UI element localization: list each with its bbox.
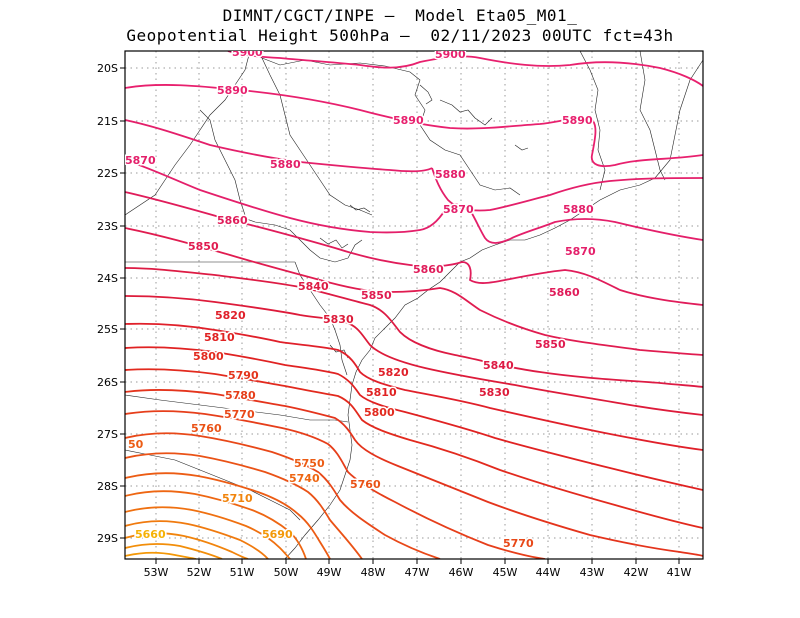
contour-5900 (227, 51, 703, 87)
contour-label: 50 (128, 438, 144, 451)
lat-label: 20S (97, 62, 118, 75)
contour-label: 5870 (125, 154, 156, 167)
lon-label: 42W (624, 566, 649, 579)
contour-label: 5880 (563, 203, 594, 216)
contour-5730 (125, 506, 291, 559)
contour-5860 (125, 191, 703, 306)
contour-label: 5830 (479, 386, 510, 399)
contour-label: 5810 (204, 331, 235, 344)
lon-label: 41W (667, 566, 692, 579)
contour-label: 5850 (188, 240, 219, 253)
contour-label: 5760 (350, 478, 381, 491)
contour-label: 5890 (217, 84, 248, 97)
contour-label: 5880 (435, 168, 466, 181)
contour-label: 5690 (262, 528, 293, 541)
contour-5890 (125, 84, 703, 168)
contour-labels: 5900 5900 5890 5890 5890 5870 5880 5880 … (125, 46, 597, 552)
contour-label: 5770 (503, 537, 534, 550)
lat-label: 28S (97, 480, 118, 493)
lon-label: 45W (493, 566, 518, 579)
lat-label: 22S (97, 167, 118, 180)
contour-label: 5860 (217, 214, 248, 227)
contour-label: 5840 (298, 280, 329, 293)
contour-5750 (125, 472, 331, 559)
contour-5880-b (431, 167, 703, 212)
contour-5710 (125, 532, 249, 559)
contour-5810 (125, 346, 703, 491)
axis-ticks (120, 67, 680, 564)
height-contours (125, 51, 703, 559)
contour-5690 (125, 551, 197, 559)
contour-5720 (125, 520, 269, 559)
contour-label: 5790 (228, 369, 259, 382)
contour-5790 (125, 388, 703, 557)
lon-label: 52W (187, 566, 212, 579)
contour-label: 5780 (225, 389, 256, 402)
contour-label: 5760 (191, 422, 222, 435)
lat-label: 21S (97, 115, 118, 128)
lon-label: 51W (230, 566, 255, 579)
lon-label: 49W (317, 566, 342, 579)
contour-5740 (125, 490, 307, 559)
lon-label: 46W (449, 566, 474, 579)
contour-5700 (125, 543, 223, 559)
contour-label: 5740 (289, 472, 320, 485)
contour-label: 5840 (483, 359, 514, 372)
contour-label: 5800 (193, 350, 224, 363)
lat-label: 24S (97, 272, 118, 285)
contour-label: 5710 (222, 492, 253, 505)
lat-label: 23S (97, 220, 118, 233)
coastline-and-borders (125, 51, 703, 559)
latitude-labels: 20S 21S 22S 23S 24S 25S 26S 27S 28S 29S (97, 62, 118, 545)
map-frame (124, 50, 704, 560)
contour-label: 5890 (393, 114, 424, 127)
contour-label: 5850 (361, 289, 392, 302)
contour-label: 5870 (565, 245, 596, 258)
contour-label: 5880 (270, 158, 301, 171)
contour-label: 5660 (135, 528, 166, 541)
contour-label: 5900 (435, 48, 466, 61)
contour-5770 (125, 432, 441, 559)
contour-label: 5850 (535, 338, 566, 351)
contour-5760 (125, 452, 363, 559)
lon-label: 53W (144, 566, 169, 579)
contour-label: 5860 (549, 286, 580, 299)
contour-label: 5900 (232, 46, 263, 59)
contour-label: 5860 (413, 263, 444, 276)
lon-label: 50W (274, 566, 299, 579)
contour-label: 5800 (364, 406, 395, 419)
lat-label: 27S (97, 428, 118, 441)
lat-label: 29S (97, 532, 118, 545)
contour-label: 5770 (224, 408, 255, 421)
contour-label: 5830 (323, 313, 354, 326)
lat-label: 26S (97, 376, 118, 389)
longitude-labels: 53W 52W 51W 50W 49W 48W 47W 46W 45W 44W … (144, 566, 692, 579)
map-title-line-1: DIMNT/CGCT/INPE — Model Eta05_M01_ (222, 6, 578, 25)
contour-label: 5870 (443, 203, 474, 216)
contour-5820 (125, 322, 703, 451)
lon-label: 43W (580, 566, 605, 579)
lon-label: 47W (405, 566, 430, 579)
lon-label: 48W (361, 566, 386, 579)
map-title-line-2: Geopotential Height 500hPa — 02/11/2023 … (126, 26, 674, 45)
contour-label: 5750 (294, 457, 325, 470)
contour-5780 (125, 410, 546, 559)
contour-5800 (125, 368, 703, 529)
contour-label: 5820 (215, 309, 246, 322)
contour-5870 (125, 159, 703, 244)
contour-label: 5820 (378, 366, 409, 379)
contour-label: 5810 (366, 386, 397, 399)
lon-label: 44W (536, 566, 561, 579)
contour-5830 (125, 295, 703, 416)
contour-5840 (125, 267, 703, 388)
contour-label: 5890 (562, 114, 593, 127)
contour-5880-a (125, 119, 433, 173)
contour-5850 (125, 227, 703, 356)
lat-label: 25S (97, 323, 118, 336)
